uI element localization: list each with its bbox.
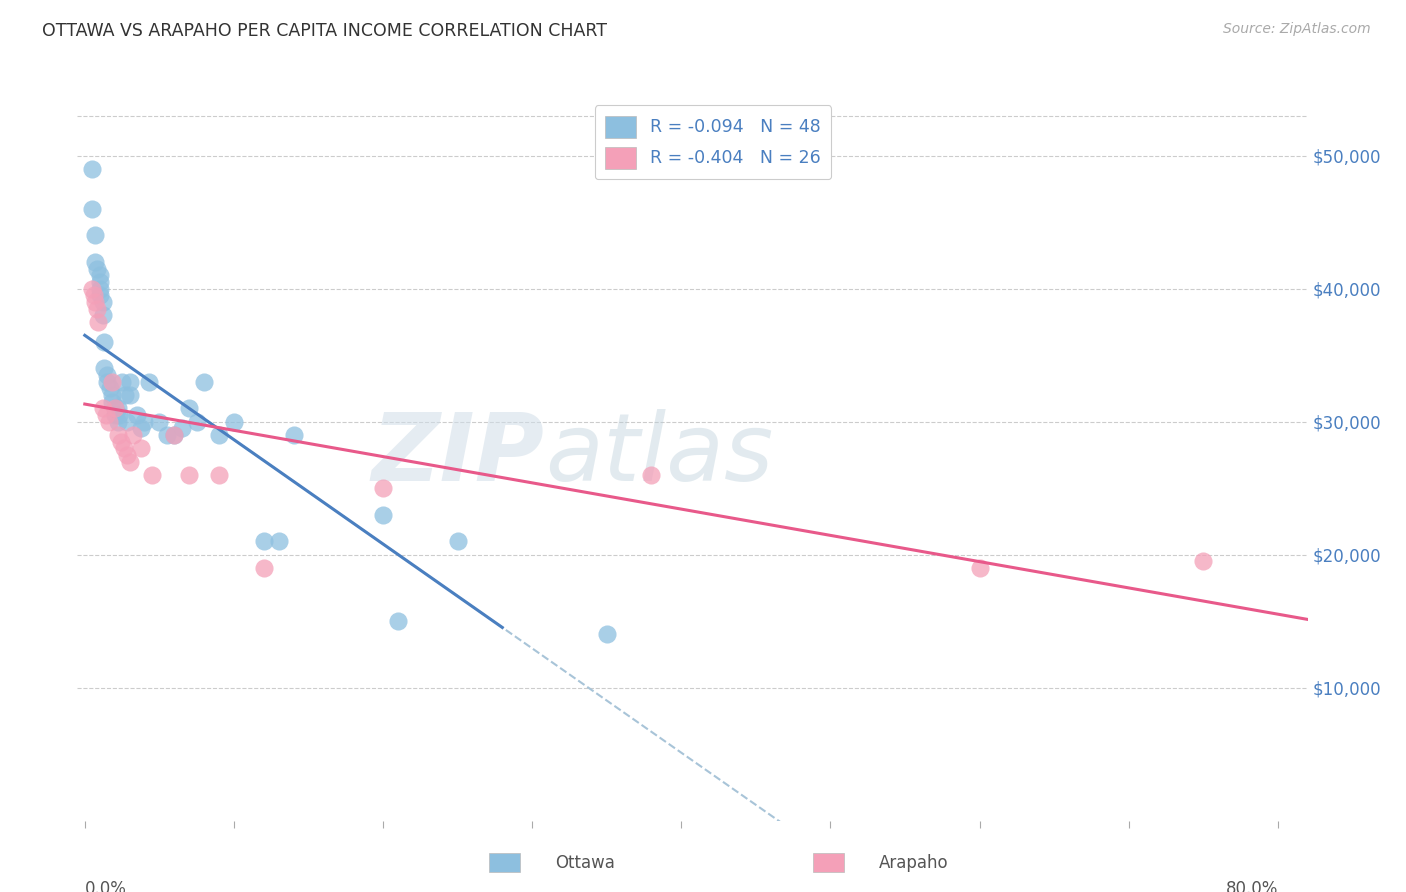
Point — [82, 282, 104, 296]
Point — [104, 408, 127, 422]
Point — [253, 534, 276, 549]
Point — [131, 421, 153, 435]
Point — [170, 421, 193, 435]
Point — [446, 534, 468, 549]
Text: ZIP: ZIP — [373, 409, 546, 501]
Point — [267, 534, 290, 549]
Point — [84, 295, 107, 310]
Point — [222, 415, 245, 429]
Point — [83, 288, 105, 302]
Text: atlas: atlas — [546, 409, 773, 500]
Point — [89, 282, 111, 296]
Point — [98, 381, 121, 395]
Point — [121, 428, 143, 442]
Point — [89, 268, 111, 283]
Point — [100, 394, 122, 409]
Text: 0.0%: 0.0% — [84, 880, 127, 892]
Point — [112, 442, 135, 456]
Point — [97, 415, 120, 429]
Text: 80.0%: 80.0% — [1226, 880, 1278, 892]
Point — [111, 375, 134, 389]
Point — [94, 408, 117, 422]
Point — [107, 401, 129, 416]
Point — [163, 428, 186, 442]
Point — [969, 561, 991, 575]
Point — [104, 401, 127, 416]
Point — [387, 614, 409, 628]
Point — [179, 401, 201, 416]
Point — [179, 467, 201, 482]
Point — [371, 508, 394, 522]
Point — [1192, 554, 1215, 568]
Text: Source: ZipAtlas.com: Source: ZipAtlas.com — [1223, 22, 1371, 37]
Point — [131, 442, 153, 456]
Point — [125, 408, 148, 422]
Point — [186, 415, 208, 429]
Point — [110, 434, 132, 449]
Point — [107, 415, 129, 429]
Point — [253, 561, 276, 575]
Point — [104, 401, 127, 416]
Point — [100, 375, 122, 389]
Point — [93, 361, 115, 376]
Text: Arapaho: Arapaho — [879, 854, 949, 871]
Point — [84, 228, 107, 243]
Legend: R = -0.094   N = 48, R = -0.404   N = 26: R = -0.094 N = 48, R = -0.404 N = 26 — [595, 105, 831, 179]
Point — [82, 202, 104, 216]
Point — [91, 295, 114, 310]
Point — [283, 428, 305, 442]
Point — [96, 368, 118, 383]
Point — [118, 454, 141, 468]
Point — [118, 375, 141, 389]
Point — [114, 388, 136, 402]
Point — [134, 415, 156, 429]
Point — [138, 375, 160, 389]
Point — [86, 261, 108, 276]
Point — [208, 428, 231, 442]
Point — [96, 375, 118, 389]
Point — [115, 448, 138, 462]
Point — [93, 334, 115, 349]
Point — [82, 161, 104, 176]
Point — [91, 401, 114, 416]
Point — [87, 315, 110, 329]
Point — [371, 481, 394, 495]
Point — [141, 467, 163, 482]
Point — [596, 627, 619, 641]
Point — [86, 301, 108, 316]
Point — [115, 415, 138, 429]
Point — [84, 255, 107, 269]
Point — [108, 408, 131, 422]
Point — [163, 428, 186, 442]
Point — [193, 375, 215, 389]
Text: Ottawa: Ottawa — [555, 854, 616, 871]
Point — [107, 428, 129, 442]
Point — [100, 388, 122, 402]
Point — [640, 467, 662, 482]
Point — [91, 308, 114, 322]
Point — [156, 428, 179, 442]
Point — [89, 275, 111, 289]
Text: OTTAWA VS ARAPAHO PER CAPITA INCOME CORRELATION CHART: OTTAWA VS ARAPAHO PER CAPITA INCOME CORR… — [42, 22, 607, 40]
Point — [89, 288, 111, 302]
Point — [148, 415, 170, 429]
Point — [208, 467, 231, 482]
Point — [118, 388, 141, 402]
